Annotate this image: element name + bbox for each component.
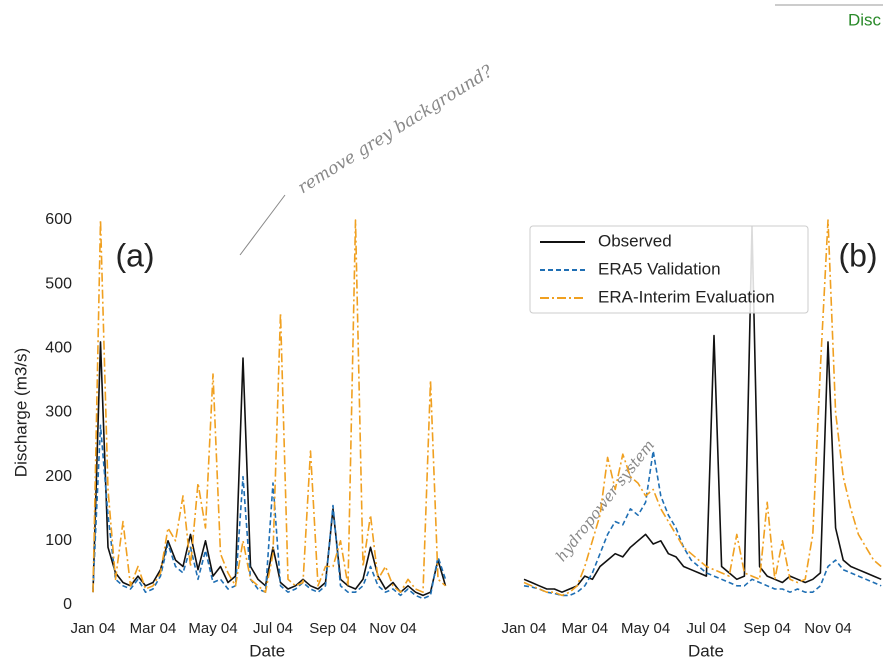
x-tick-label: Sep 04 [309,620,357,637]
legend-label: Observed [598,231,672,250]
x-axis-label: Date [249,641,285,660]
x-tick-label: Nov 04 [804,620,852,637]
x-axis-label: Date [688,641,724,660]
x-tick-label: May 04 [188,620,237,637]
handwritten-note: remove grey background? [294,61,497,198]
x-tick-label: May 04 [621,620,670,637]
series-line [523,225,882,593]
y-tick-label: 0 [63,596,72,613]
corner-text: Disc [848,10,882,29]
x-tick-label: Sep 04 [743,620,791,637]
x-tick-label: Nov 04 [369,620,417,637]
x-tick-label: Jul 04 [253,620,293,637]
x-tick-label: Mar 04 [561,620,608,637]
legend-label: ERA-Interim Evaluation [598,287,775,306]
series-line [523,450,882,597]
note-stroke [239,194,286,256]
y-tick-label: 600 [45,211,72,228]
y-tick-label: 400 [45,340,72,357]
series-line [92,341,447,597]
plots: 0 100 200 300 400 500 600 Discharge (m3/s) Jan 0… [11,211,882,660]
y-tick-label: 500 [45,275,72,292]
y-tick-label: 100 [45,532,72,549]
x-tick-label: Jul 04 [686,620,726,637]
panel-label: (b) [838,237,877,273]
series-line [523,219,882,597]
handwritten-note: hydropower system [552,436,658,565]
x-tick-label: Jan 04 [501,620,546,637]
legend-box [529,225,809,314]
y-tick-label: 200 [45,468,72,485]
panel-label: (a) [115,237,154,273]
series-line [92,424,447,600]
x-tick-label: Jan 04 [70,620,115,637]
legend-label: ERA5 Validation [598,259,721,278]
x-tick-label: Mar 04 [130,620,177,637]
series-line [92,219,447,593]
y-axis-label: Discharge (m3/s) [11,348,30,477]
y-tick-label: 300 [45,404,72,421]
